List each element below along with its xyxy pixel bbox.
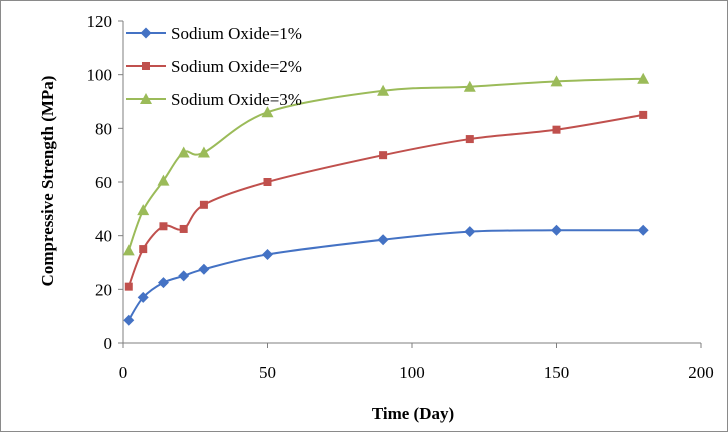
axes: 0 20 40 60 80 100 120 0 50 100 150 200 bbox=[87, 12, 714, 382]
y-tick-label: 0 bbox=[104, 334, 113, 353]
legend-marker bbox=[142, 62, 150, 70]
x-tick-label: 150 bbox=[544, 363, 570, 382]
data-point bbox=[261, 106, 274, 118]
legend-label: Sodium Oxide=1% bbox=[171, 24, 302, 43]
legend: Sodium Oxide=1% Sodium Oxide=2% Sodium Oxi… bbox=[126, 24, 302, 109]
data-point bbox=[379, 151, 388, 160]
legend-item: Sodium Oxide=2% bbox=[126, 57, 302, 76]
data-point bbox=[377, 234, 389, 246]
x-tick-label: 50 bbox=[259, 363, 276, 382]
y-tick-label: 60 bbox=[95, 173, 112, 192]
legend-item: Sodium Oxide=1% bbox=[126, 24, 302, 43]
series-1 bbox=[123, 224, 649, 326]
data-point bbox=[178, 270, 190, 282]
data-point bbox=[123, 314, 135, 326]
y-tick-label: 20 bbox=[95, 280, 112, 299]
x-tick-label: 200 bbox=[688, 363, 714, 382]
series-line bbox=[127, 113, 644, 288]
data-point bbox=[157, 277, 169, 289]
y-tick-label: 40 bbox=[95, 227, 112, 246]
data-point bbox=[465, 135, 474, 144]
data-point bbox=[122, 244, 135, 256]
data-point bbox=[551, 224, 562, 236]
data-point bbox=[464, 226, 476, 238]
data-point bbox=[552, 125, 561, 134]
data-point bbox=[198, 263, 210, 275]
data-point bbox=[637, 224, 649, 236]
series-2 bbox=[124, 110, 648, 291]
data-point bbox=[157, 174, 170, 186]
data-point bbox=[137, 204, 150, 216]
legend-marker bbox=[140, 27, 152, 39]
data-point bbox=[463, 80, 476, 92]
data-point bbox=[159, 222, 168, 231]
data-point bbox=[377, 84, 390, 96]
data-point bbox=[137, 291, 149, 303]
data-point bbox=[637, 72, 650, 84]
y-tick-label: 100 bbox=[87, 66, 113, 85]
data-point bbox=[179, 224, 188, 233]
data-point bbox=[177, 146, 190, 158]
legend-marker bbox=[140, 93, 152, 104]
legend-item: Sodium Oxide=3% bbox=[126, 90, 302, 109]
y-tick-label: 120 bbox=[87, 12, 113, 31]
y-tick-label: 80 bbox=[95, 119, 112, 138]
x-tick-label: 100 bbox=[399, 363, 425, 382]
data-point bbox=[639, 110, 648, 119]
legend-label: Sodium Oxide=3% bbox=[171, 90, 302, 109]
series-line bbox=[127, 229, 644, 321]
data-point bbox=[139, 245, 148, 254]
data-point bbox=[197, 146, 210, 158]
legend-label: Sodium Oxide=2% bbox=[171, 57, 302, 76]
x-axis-title: Time (Day) bbox=[372, 404, 454, 423]
x-tick-label: 0 bbox=[119, 363, 128, 382]
data-point bbox=[550, 75, 563, 87]
series-layer bbox=[122, 72, 650, 326]
data-point bbox=[263, 178, 272, 186]
data-point bbox=[262, 248, 273, 260]
series-3 bbox=[122, 72, 650, 256]
data-point bbox=[199, 200, 208, 209]
y-axis-title: Compressive Strength (MPa) bbox=[38, 76, 57, 287]
data-point bbox=[124, 282, 133, 291]
